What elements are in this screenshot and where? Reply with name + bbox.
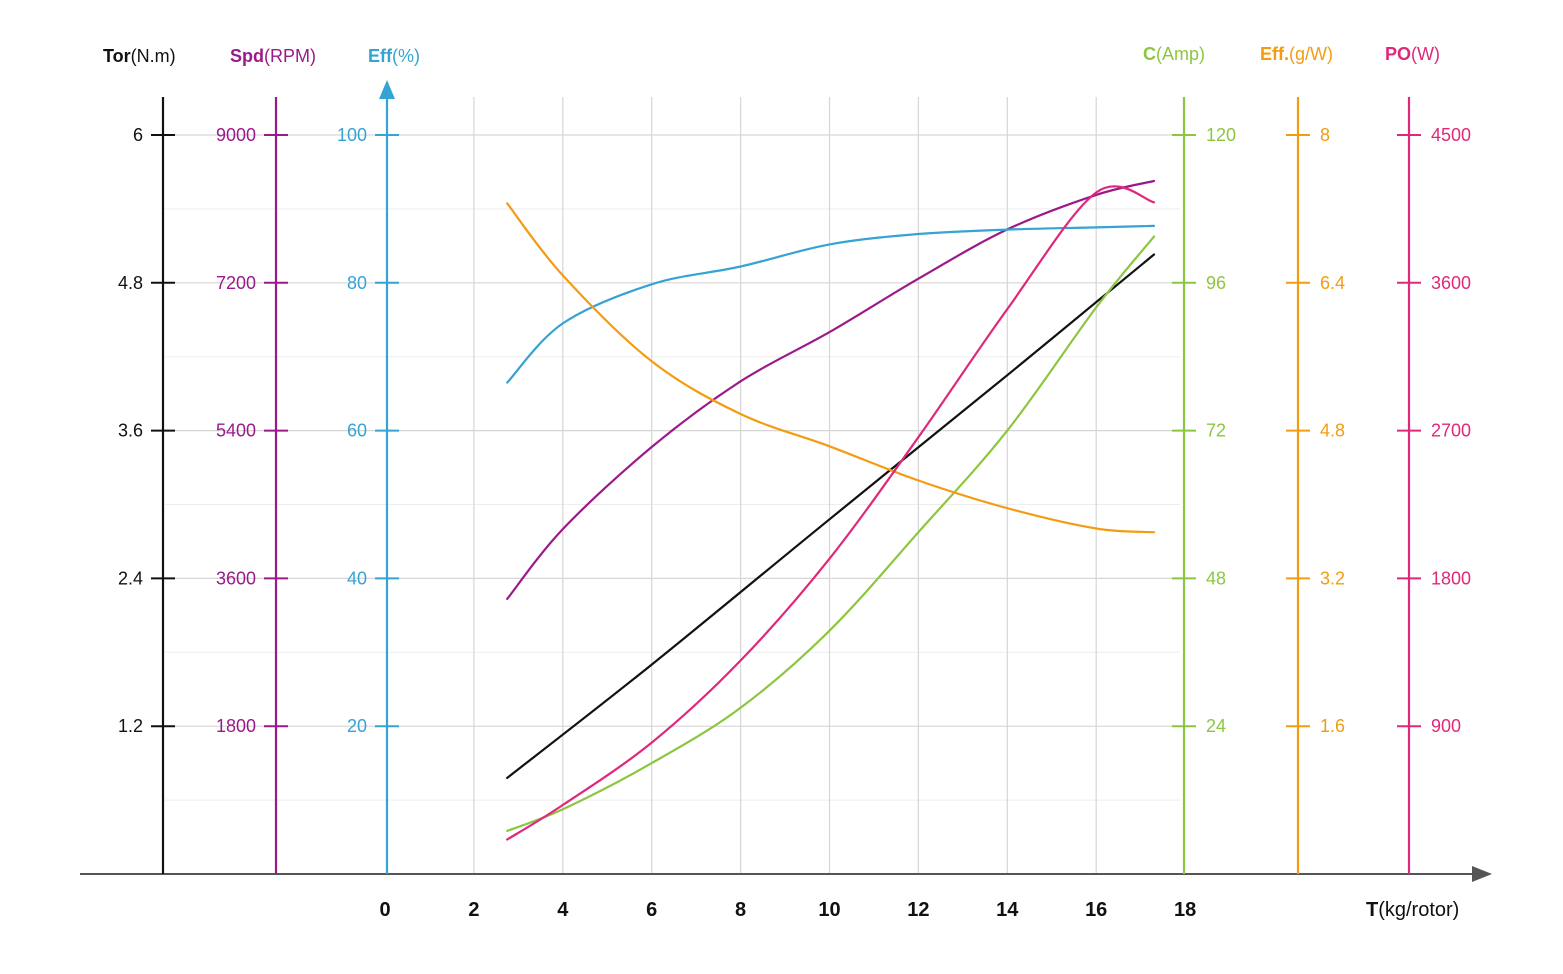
spd-series-line [506, 179, 1156, 600]
tor-series-line [506, 253, 1156, 779]
spd-tick-label: 1800 [216, 716, 256, 736]
po-tick-label: 900 [1431, 716, 1461, 736]
x-axis-title: T(kg/rotor) [1366, 899, 1459, 921]
current-axis-header: C(Amp) [1143, 44, 1205, 64]
po-tick-label: 3600 [1431, 273, 1471, 293]
series-layer [506, 179, 1156, 841]
effp-tick-label: 80 [347, 273, 367, 293]
cur-tick-label: 72 [1206, 421, 1226, 441]
spd-tick-label: 5400 [216, 421, 256, 441]
x-tick-label: 12 [907, 899, 929, 921]
grid [165, 97, 1180, 874]
tor-tick-label: 1.2 [118, 716, 143, 736]
tor-tick-label: 4.8 [118, 273, 143, 293]
po-series-line [506, 185, 1156, 841]
po-tick-label: 1800 [1431, 568, 1471, 588]
cur-tick-label: 120 [1206, 125, 1236, 145]
x-tick-label: 14 [996, 899, 1019, 921]
effg-tick-label: 1.6 [1320, 716, 1345, 736]
effp-tick-label: 60 [347, 421, 367, 441]
x-tick-label: 18 [1174, 899, 1196, 921]
effg-tick-label: 4.8 [1320, 421, 1345, 441]
x-tick-label: 6 [646, 899, 657, 921]
cur-series-line [506, 235, 1156, 832]
effp-tick-label: 20 [347, 716, 367, 736]
eff-percent-axis-header: Eff(%) [368, 46, 420, 66]
tor-tick-label: 6 [133, 125, 143, 145]
x-tick-label: 16 [1085, 899, 1107, 921]
tor-tick-label: 2.4 [118, 568, 143, 588]
effg-tick-label: 6.4 [1320, 273, 1345, 293]
x-tick-label: 8 [735, 899, 746, 921]
po-tick-label: 2700 [1431, 421, 1471, 441]
x-tick-label: 2 [468, 899, 479, 921]
po-axis-header: PO(W) [1385, 44, 1440, 64]
effp-tick-label: 40 [347, 568, 367, 588]
eff-axis-arrow-icon [379, 80, 395, 99]
tor-tick-label: 3.6 [118, 421, 143, 441]
eff-gw-axis-header: Eff.(g/W) [1260, 44, 1333, 64]
effg-tick-label: 8 [1320, 125, 1330, 145]
x-tick-label: 0 [379, 899, 390, 921]
tor-axis-header: Tor(N.m) [103, 46, 176, 66]
cur-tick-label: 96 [1206, 273, 1226, 293]
x-axis-arrow-icon [1472, 866, 1492, 882]
effp-tick-label: 100 [337, 125, 367, 145]
spd-tick-label: 7200 [216, 273, 256, 293]
effg-tick-label: 3.2 [1320, 568, 1345, 588]
cur-tick-label: 48 [1206, 568, 1226, 588]
cur-tick-label: 24 [1206, 716, 1226, 736]
spd-axis-header: Spd(RPM) [230, 46, 316, 66]
effg-series-line [506, 202, 1156, 534]
po-tick-label: 4500 [1431, 125, 1471, 145]
axes-layer: 0 2 4 6 8 10 12 14 16 181.22.43.64.86180036005400… [80, 80, 1492, 921]
x-tick-label: 10 [818, 899, 840, 921]
spd-tick-label: 9000 [216, 125, 256, 145]
spd-tick-label: 3600 [216, 568, 256, 588]
x-tick-label: 4 [557, 899, 569, 921]
effp-series-line [506, 224, 1156, 384]
